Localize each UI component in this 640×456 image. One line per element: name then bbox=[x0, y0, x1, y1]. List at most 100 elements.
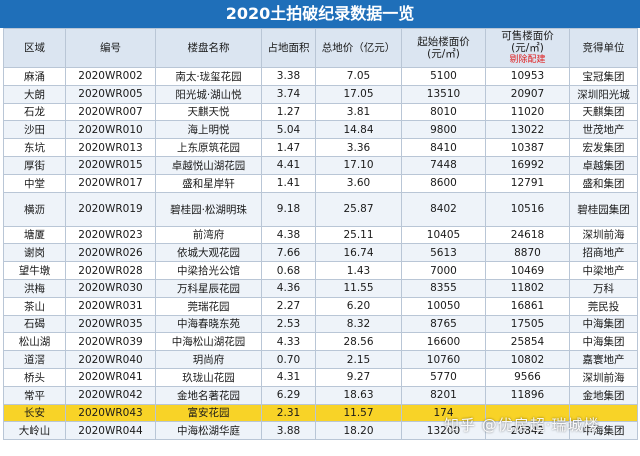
cell-district: 石龙 bbox=[3, 102, 66, 122]
cell-area: 5.04 bbox=[261, 120, 316, 140]
header-sale-price: 可售楼面价 (元/㎡) 剔除配建 bbox=[485, 28, 570, 68]
table-row: 石龙 2020WR007 天麒天悦 1.27 3.81 8010 11020 天麒集团 bbox=[3, 102, 638, 122]
table-row: 石碣 2020WR035 中海春晓东苑 2.53 8.32 8765 17505 中海集团 bbox=[3, 314, 638, 334]
cell-code: 2020WR028 bbox=[65, 261, 156, 280]
cell-district: 常平 bbox=[3, 385, 66, 405]
header-sale-price-line1: 可售楼面价 bbox=[501, 30, 554, 42]
cell-start: 8402 bbox=[401, 191, 486, 227]
cell-area: 3.88 bbox=[261, 421, 316, 441]
cell-code: 2020WR019 bbox=[65, 191, 156, 227]
cell-project: 玥尚府 bbox=[155, 350, 262, 369]
cell-project: 盛和星岸轩 bbox=[155, 173, 262, 193]
table-row: 沙田 2020WR010 海上明悦 5.04 14.84 9800 13022 世茂地产 bbox=[3, 120, 638, 140]
cell-project: 中梁拾光公馆 bbox=[155, 261, 262, 280]
table-row: 桥头 2020WR041 玖珑山花园 4.31 9.27 5770 9566 深圳前海 bbox=[3, 367, 638, 387]
cell-project: 莞瑞花园 bbox=[155, 296, 262, 316]
header-sale-price-note: 剔除配建 bbox=[509, 55, 546, 65]
cell-project: 上东原筑花园 bbox=[155, 138, 262, 157]
cell-start: 8355 bbox=[401, 278, 486, 298]
cell-winner: 深圳前海 bbox=[569, 367, 638, 387]
cell-start: 13510 bbox=[401, 84, 486, 104]
table-row: 道滘 2020WR040 玥尚府 0.70 2.15 10760 10802 嘉寰地产 bbox=[3, 350, 638, 369]
cell-code: 2020WR010 bbox=[65, 120, 156, 140]
watermark-text: 知乎 @优房超·瑞城楼 bbox=[444, 416, 600, 434]
cell-total: 17.05 bbox=[315, 84, 402, 104]
cell-area: 2.53 bbox=[261, 314, 316, 334]
table-row: 常平 2020WR042 金地名著花园 6.29 18.63 8201 11896 金地集团 bbox=[3, 385, 638, 405]
cell-total: 25.87 bbox=[315, 191, 402, 227]
cell-winner: 万科 bbox=[569, 278, 638, 298]
cell-start: 7448 bbox=[401, 155, 486, 175]
cell-code: 2020WR043 bbox=[65, 403, 156, 423]
cell-total: 17.10 bbox=[315, 155, 402, 175]
cell-start: 8600 bbox=[401, 173, 486, 193]
cell-district: 麻涌 bbox=[3, 67, 66, 86]
cell-total: 2.15 bbox=[315, 350, 402, 369]
cell-start: 9800 bbox=[401, 120, 486, 140]
cell-winner: 中海集团 bbox=[569, 332, 638, 352]
cell-sale: 13022 bbox=[485, 120, 570, 140]
cell-winner: 中海集团 bbox=[569, 421, 638, 441]
table-row: 洪梅 2020WR030 万科星辰花园 4.36 11.55 8355 11802 万科 bbox=[3, 278, 638, 298]
cell-total: 14.84 bbox=[315, 120, 402, 140]
cell-area: 3.74 bbox=[261, 84, 316, 104]
table-row: 横沥 2020WR019 碧桂园·松湖明珠 9.18 25.87 8402 10516 碧桂园… bbox=[3, 191, 638, 227]
cell-project: 玖珑山花园 bbox=[155, 367, 262, 387]
cell-total: 3.36 bbox=[315, 138, 402, 157]
cell-code: 2020WR041 bbox=[65, 367, 156, 387]
table-row: 塘厦 2020WR023 前湾府 4.38 25.11 10405 24618 深圳前海 bbox=[3, 225, 638, 245]
cell-sale: 12791 bbox=[485, 173, 570, 193]
cell-project: 中海松山湖花园 bbox=[155, 332, 262, 352]
cell-district: 沙田 bbox=[3, 120, 66, 140]
cell-area: 2.27 bbox=[261, 296, 316, 316]
cell-district: 洪梅 bbox=[3, 278, 66, 298]
cell-project: 富安花园 bbox=[155, 403, 262, 423]
table-row: 大岭山 2020WR044 中海松湖华庭 3.88 18.20 13200 20842 中海集… bbox=[3, 421, 638, 441]
cell-total: 11.57 bbox=[315, 403, 402, 423]
cell-start: 10760 bbox=[401, 350, 486, 369]
cell-code: 2020WR002 bbox=[65, 67, 156, 86]
cell-winner: 宝冠集团 bbox=[569, 67, 638, 86]
page-title: 2020土拍破纪录数据一览 bbox=[0, 0, 640, 28]
cell-district: 松山湖 bbox=[3, 332, 66, 352]
cell-start: 10050 bbox=[401, 296, 486, 316]
cell-total: 11.55 bbox=[315, 278, 402, 298]
cell-sale: 9566 bbox=[485, 367, 570, 387]
cell-code: 2020WR042 bbox=[65, 385, 156, 405]
cell-project: 海上明悦 bbox=[155, 120, 262, 140]
cell-project: 中海松湖华庭 bbox=[155, 421, 262, 441]
cell-start: 7000 bbox=[401, 261, 486, 280]
cell-total: 28.56 bbox=[315, 332, 402, 352]
cell-code: 2020WR035 bbox=[65, 314, 156, 334]
cell-area: 0.70 bbox=[261, 350, 316, 369]
cell-winner: 金地集团 bbox=[569, 385, 638, 405]
cell-start: 8201 bbox=[401, 385, 486, 405]
cell-area: 1.27 bbox=[261, 102, 316, 122]
cell-project: 碧桂园·松湖明珠 bbox=[155, 191, 262, 227]
cell-sale: 11802 bbox=[485, 278, 570, 298]
cell-winner bbox=[569, 403, 638, 423]
cell-total: 18.63 bbox=[315, 385, 402, 405]
cell-total: 16.74 bbox=[315, 243, 402, 263]
cell-sale: 10802 bbox=[485, 350, 570, 369]
cell-project: 金地名著花园 bbox=[155, 385, 262, 405]
cell-code: 2020WR023 bbox=[65, 225, 156, 245]
header-floor-price: 起始楼面价 (元/㎡) bbox=[401, 28, 486, 68]
header-total-price: 总地价（亿元） bbox=[315, 28, 402, 68]
table-row: 厚街 2020WR015 卓越悦山湖花园 4.41 17.10 7448 16992 卓越集团 bbox=[3, 155, 638, 175]
cell-winner: 盛和集团 bbox=[569, 173, 638, 193]
cell-project: 南太·珑玺花园 bbox=[155, 67, 262, 86]
table-row: 望牛墩 2020WR028 中梁拾光公馆 0.68 1.43 7000 10469 中梁地产 bbox=[3, 261, 638, 280]
cell-area: 9.18 bbox=[261, 191, 316, 227]
cell-district: 大岭山 bbox=[3, 421, 66, 441]
cell-sale: 20907 bbox=[485, 84, 570, 104]
cell-sale: 24618 bbox=[485, 225, 570, 245]
table-row: 茶山 2020WR031 莞瑞花园 2.27 6.20 10050 16861 莞民投 bbox=[3, 296, 638, 316]
cell-winner: 碧桂园集团 bbox=[569, 191, 638, 227]
cell-total: 3.81 bbox=[315, 102, 402, 122]
cell-project: 中海春晓东苑 bbox=[155, 314, 262, 334]
cell-district: 石碣 bbox=[3, 314, 66, 334]
cell-start: 5770 bbox=[401, 367, 486, 387]
cell-code: 2020WR013 bbox=[65, 138, 156, 157]
header-floor-price-line1: 起始楼面价 bbox=[417, 36, 470, 48]
